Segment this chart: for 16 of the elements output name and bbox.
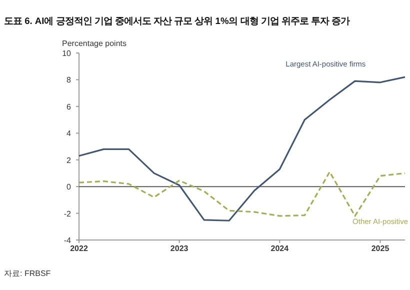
y-tick-label: 0: [66, 182, 72, 192]
y-tick-label: 2: [66, 156, 72, 165]
x-tick-label: 2023: [170, 244, 189, 253]
line-series: [78, 171, 406, 217]
y-tick-label: 8: [66, 76, 72, 85]
text: 자료: FRBSF: [4, 269, 51, 278]
chart-title: 도표 6. AI에 긍정적인 기업 중에서도 자산 규모 상위 1%의 대형 기업 위주로 투자 증가: [4, 16, 350, 26]
y-axis-title: Percentage points: [62, 39, 126, 48]
y-tick-label: 6: [66, 102, 72, 112]
y-tick-label: -2: [64, 209, 72, 218]
y-tick-label: 4: [66, 129, 72, 138]
y-tick-label: -4: [64, 236, 72, 245]
x-tick-label: 2022: [70, 244, 88, 253]
x-tick-label: 2025: [371, 244, 390, 253]
y-tick-label: 10: [62, 49, 72, 58]
x-tick-label: 2024: [270, 244, 290, 253]
